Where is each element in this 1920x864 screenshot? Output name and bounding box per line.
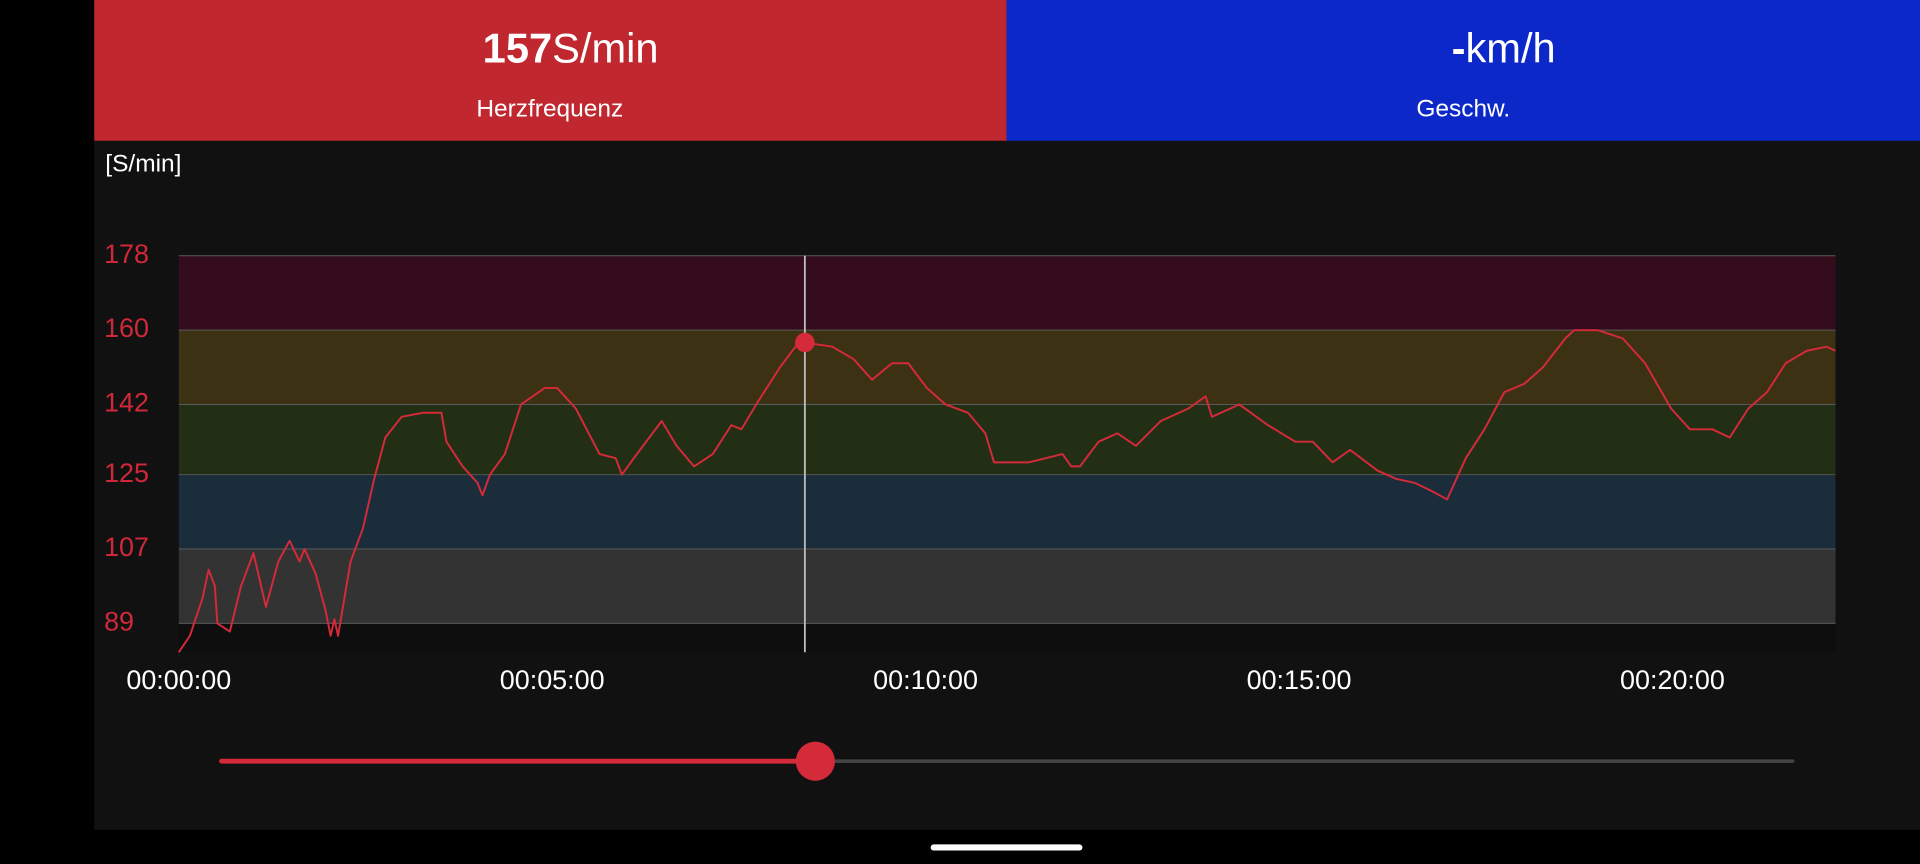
speed-panel[interactable] [1006,0,1920,141]
heart-rate-zone [178,404,1836,475]
heart-rate-zone [178,330,1836,405]
speed-unit: km/h [1466,24,1556,71]
x-tick-label: 00:20:00 [1620,665,1725,695]
y-tick-label: 160 [104,313,149,343]
speed-label: Geschw. [1416,96,1510,123]
home-indicator[interactable] [930,844,1083,851]
y-axis-unit: [S/min] [105,151,181,178]
heart-rate-number: 157 [483,24,552,71]
x-tick-label: 00:10:00 [873,665,978,695]
x-tick-label: 00:00:00 [126,665,231,695]
heart-rate-unit: S/min [552,24,658,71]
x-tick-label: 00:15:00 [1247,665,1352,695]
heart-rate-zone [178,474,1836,550]
slider-thumb[interactable] [795,741,835,781]
y-tick-label: 178 [104,239,149,269]
speed-value: -km/h [1452,24,1556,71]
x-tick-label: 00:05:00 [500,665,605,695]
y-tick-label: 142 [104,388,149,418]
y-tick-label: 107 [104,532,149,562]
heart-rate-zone [178,255,1836,331]
cursor-point [795,332,815,353]
heart-rate-line [177,329,1836,653]
heart-rate-panel[interactable] [94,0,1007,141]
heart-rate-label: Herzfrequenz [476,96,623,123]
heart-rate-zone [178,549,1836,624]
y-tick-label: 125 [104,458,149,488]
y-tick-label: 89 [104,606,134,636]
heart-rate-value: 157S/min [483,24,659,71]
speed-number: - [1452,24,1466,71]
